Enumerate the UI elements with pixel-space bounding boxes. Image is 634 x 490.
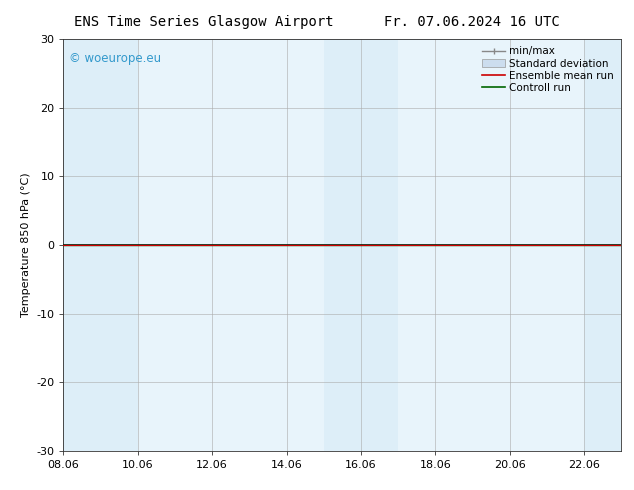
Legend: min/max, Standard deviation, Ensemble mean run, Controll run: min/max, Standard deviation, Ensemble me… [480,45,616,95]
Bar [324,39,398,451]
Bar [63,39,138,451]
Text: ENS Time Series Glasgow Airport      Fr. 07.06.2024 16 UTC: ENS Time Series Glasgow Airport Fr. 07.0… [74,15,560,29]
Bar [584,39,621,451]
Y-axis label: Temperature 850 hPa (°C): Temperature 850 hPa (°C) [21,172,30,318]
Text: © woeurope.eu: © woeurope.eu [69,51,161,65]
